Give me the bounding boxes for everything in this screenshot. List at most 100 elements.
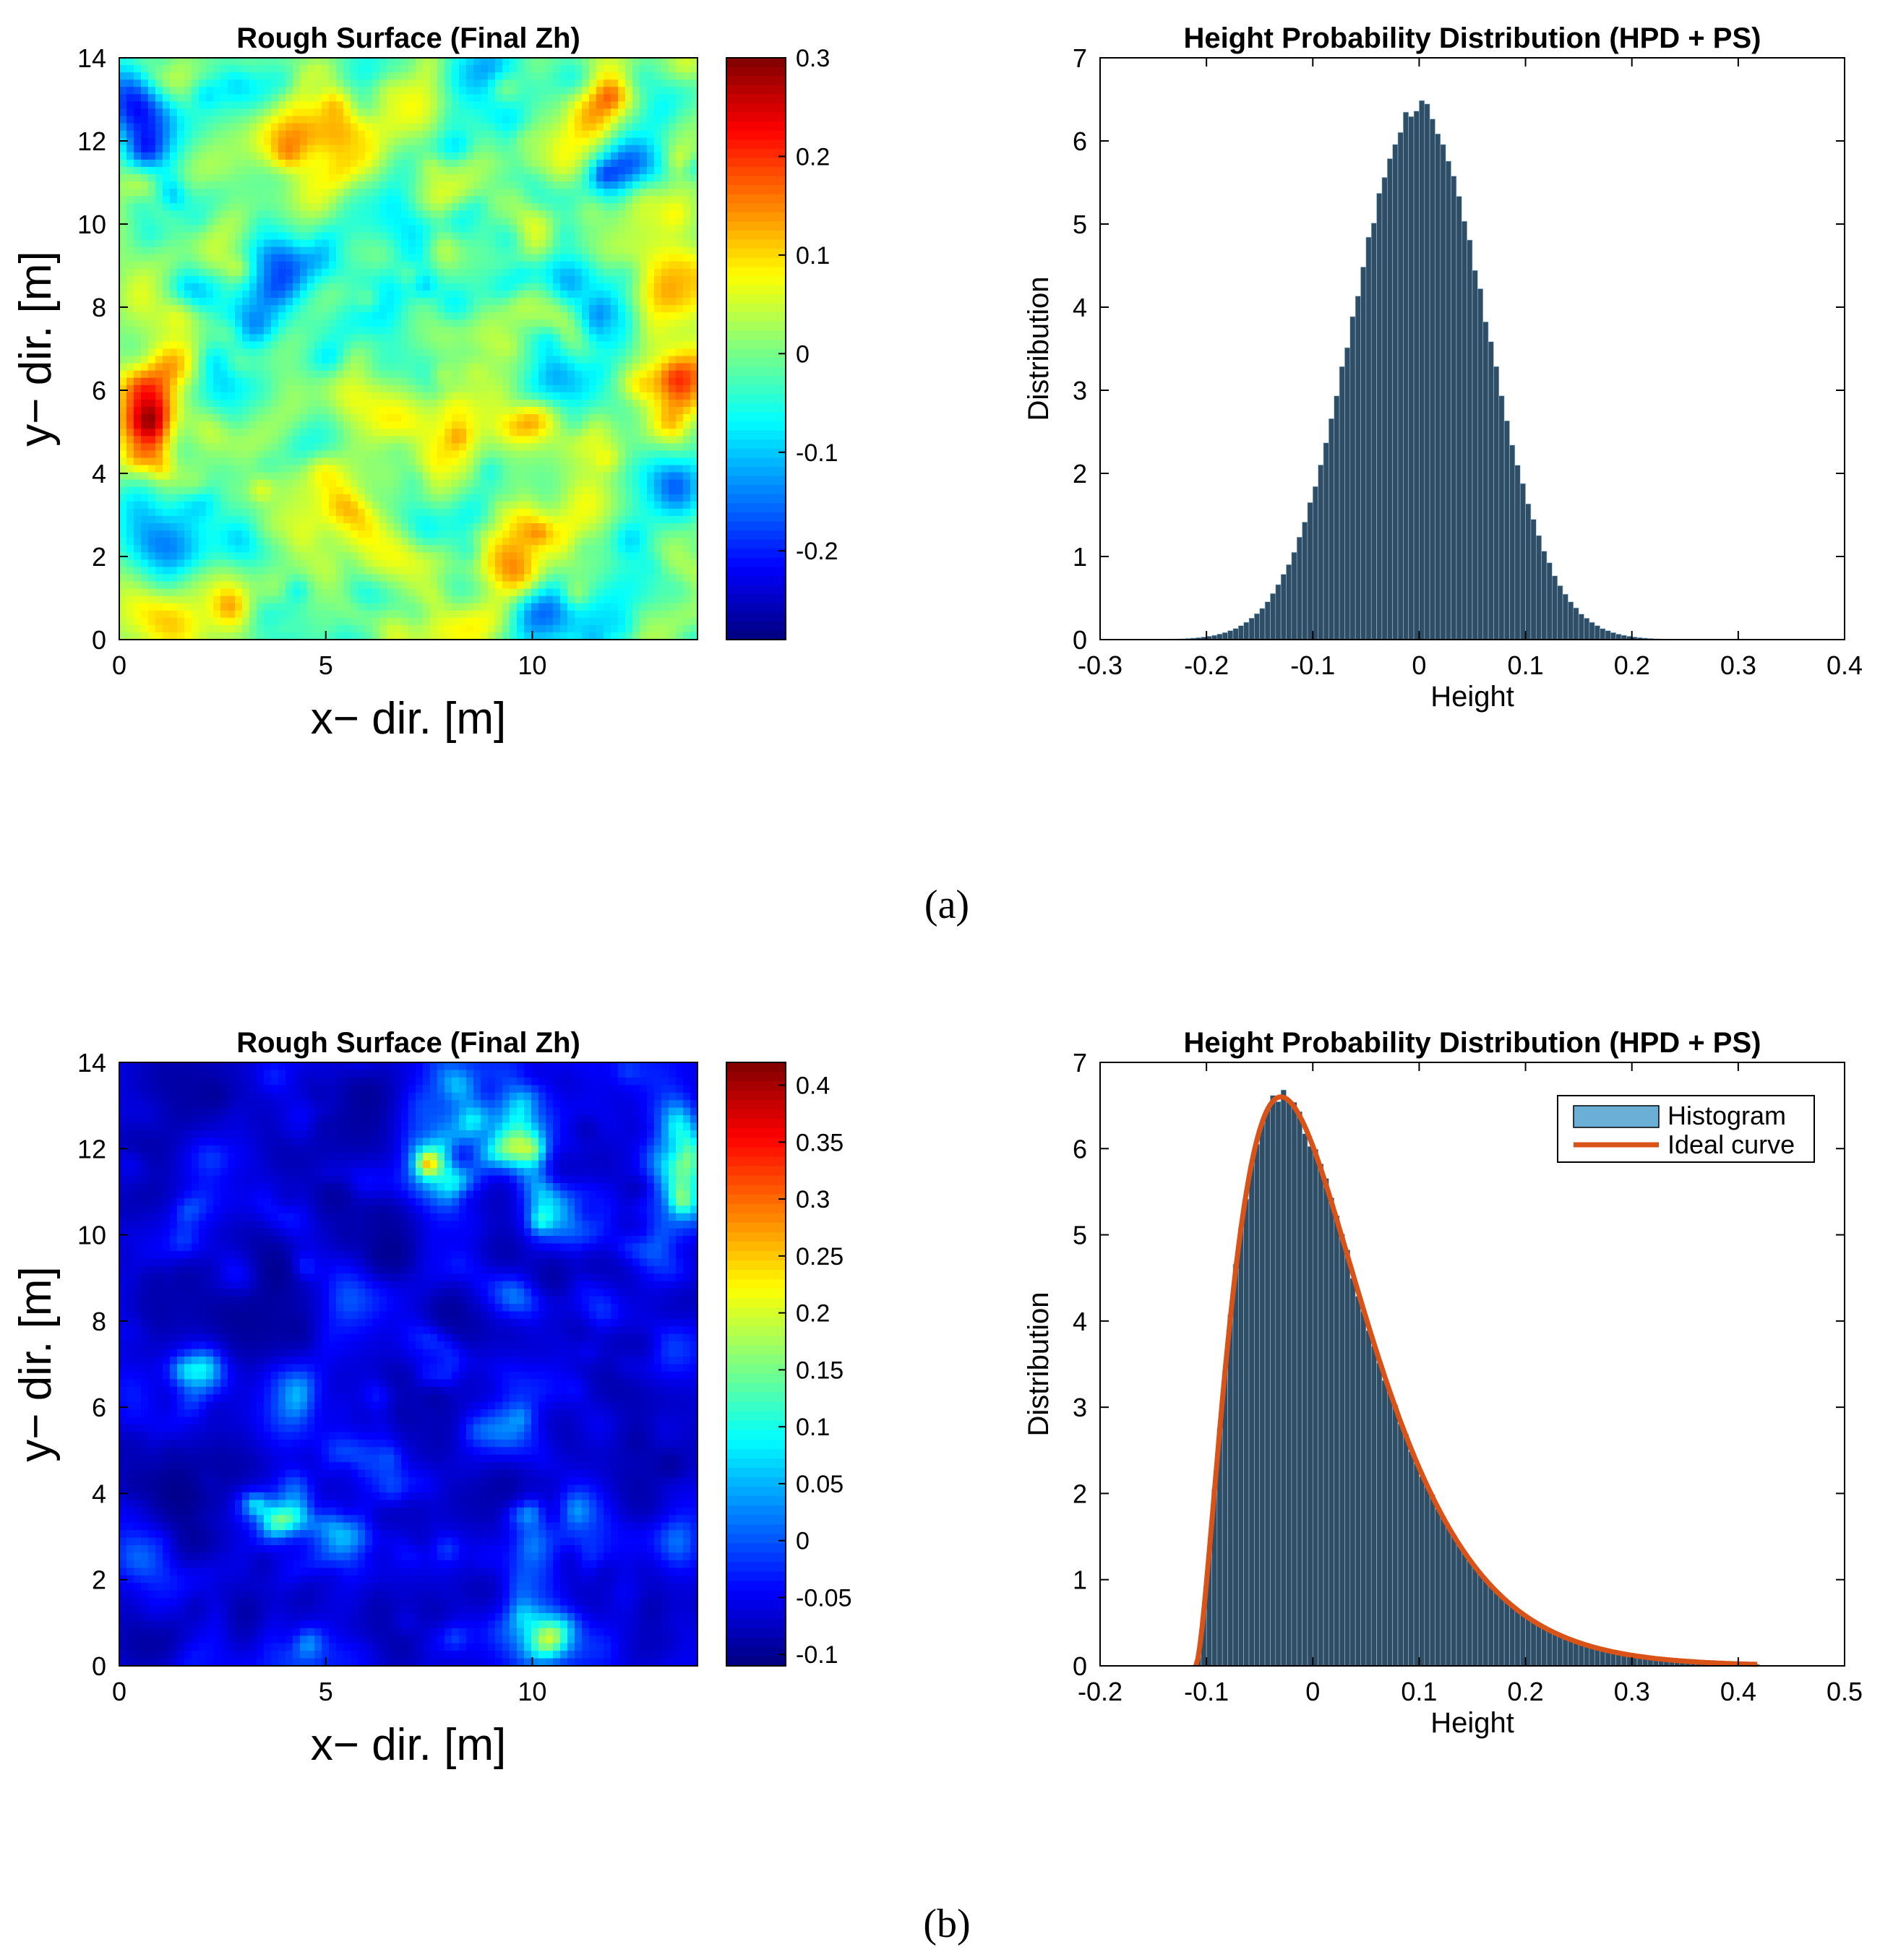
heatmap-cell [546, 123, 554, 132]
heatmap-cell [416, 472, 424, 481]
heatmap-cell [372, 283, 380, 291]
heatmap-cell [538, 465, 546, 473]
heatmap-cell [452, 465, 460, 473]
heatmap-cell [575, 94, 583, 102]
heatmap-cell [524, 392, 532, 400]
heatmap-cell [408, 79, 416, 87]
heatmap-cell [257, 123, 265, 132]
heatmap-cell [632, 261, 640, 270]
heatmap-cell [249, 421, 257, 429]
heatmap-cell [300, 370, 308, 379]
heatmap-cell [546, 94, 554, 102]
heatmap-cell [611, 486, 619, 495]
heatmap-cell [213, 254, 221, 262]
heatmap-cell [632, 348, 640, 357]
heatmap-cell [524, 334, 532, 343]
heatmap-cell [257, 65, 265, 73]
heatmap-cell [640, 348, 648, 357]
heatmap-cell [343, 261, 351, 270]
heatmap-cell [192, 283, 199, 291]
heatmap-cell [286, 319, 293, 327]
heatmap-cell [495, 414, 503, 422]
heatmap-cell [416, 152, 424, 160]
heatmap-cell [625, 225, 633, 233]
heatmap-cell [257, 486, 265, 495]
heatmap-cell [510, 450, 518, 459]
heatmap-cell [184, 159, 192, 168]
heatmap-cell [365, 159, 373, 168]
heatmap-cell [336, 65, 344, 73]
heatmap-cell [351, 210, 359, 218]
heatmap-cell [502, 174, 510, 182]
heatmap-cell [155, 465, 163, 473]
heatmap-cell [596, 203, 604, 211]
heatmap-cell [163, 101, 171, 110]
heatmap-cell [184, 348, 192, 357]
heatmap-cell [538, 305, 546, 313]
heatmap-cell [575, 268, 583, 277]
heatmap-cell [524, 87, 532, 95]
heatmap-cell [459, 291, 467, 298]
heatmap-cell [589, 275, 597, 284]
heatmap-cell [531, 108, 539, 117]
heatmap-cell [372, 232, 380, 241]
heatmap-cell [416, 348, 424, 357]
heatmap-cell [155, 225, 163, 233]
heatmap-cell [365, 268, 373, 277]
heatmap-cell [495, 348, 503, 357]
heatmap-cell [640, 392, 648, 400]
heatmap-cell [553, 130, 561, 139]
heatmap-cell [430, 319, 438, 327]
heatmap-cell [300, 145, 308, 153]
heatmap-cell [206, 232, 214, 241]
heatmap-cell [582, 181, 590, 189]
heatmap-cell [358, 239, 366, 248]
heatmap-cell [596, 356, 604, 364]
heatmap-cell [148, 174, 156, 182]
heatmap-cell [141, 130, 149, 139]
heatmap-cell [329, 152, 337, 160]
heatmap-cell [322, 436, 330, 444]
heatmap-cell [611, 72, 619, 80]
heatmap-cell [365, 65, 373, 73]
heatmap-cell [235, 341, 243, 350]
heatmap-cell [358, 319, 366, 327]
heatmap-cell [640, 254, 648, 262]
heatmap-cell [654, 130, 662, 139]
heatmap-cell [293, 130, 301, 139]
heatmap-cell [235, 218, 243, 226]
heatmap-cell [531, 370, 539, 379]
heatmap-cell [582, 327, 590, 335]
heatmap-cell [372, 291, 380, 298]
heatmap-cell [488, 79, 496, 87]
heatmap-cell [481, 429, 489, 437]
heatmap-cell [343, 377, 351, 386]
heatmap-cell [473, 137, 481, 146]
heatmap-cell [343, 443, 351, 451]
heatmap-cell [379, 159, 387, 168]
heatmap-cell [459, 356, 467, 364]
heatmap-cell [235, 166, 243, 175]
heatmap-cell [148, 348, 156, 357]
heatmap-cell [249, 465, 257, 473]
heatmap-cell [307, 450, 315, 459]
heatmap-cell [235, 450, 243, 459]
heatmap-cell [365, 486, 373, 495]
heatmap-cell [293, 392, 301, 400]
heatmap-cell [517, 218, 525, 226]
heatmap-cell [351, 341, 359, 350]
heatmap-cell [538, 261, 546, 270]
heatmap-cell [278, 348, 286, 357]
heatmap-cell [538, 399, 546, 408]
heatmap-cell [473, 65, 481, 73]
heatmap-cell [163, 130, 171, 139]
heatmap-cell [661, 479, 669, 488]
heatmap-cell [264, 472, 272, 481]
heatmap-cell [582, 472, 590, 481]
heatmap-cell [459, 254, 467, 262]
heatmap-cell [228, 486, 236, 495]
heatmap-cell [134, 58, 142, 66]
heatmap-cell [213, 159, 221, 168]
heatmap-cell [329, 429, 337, 437]
heatmap-cell [372, 298, 380, 306]
